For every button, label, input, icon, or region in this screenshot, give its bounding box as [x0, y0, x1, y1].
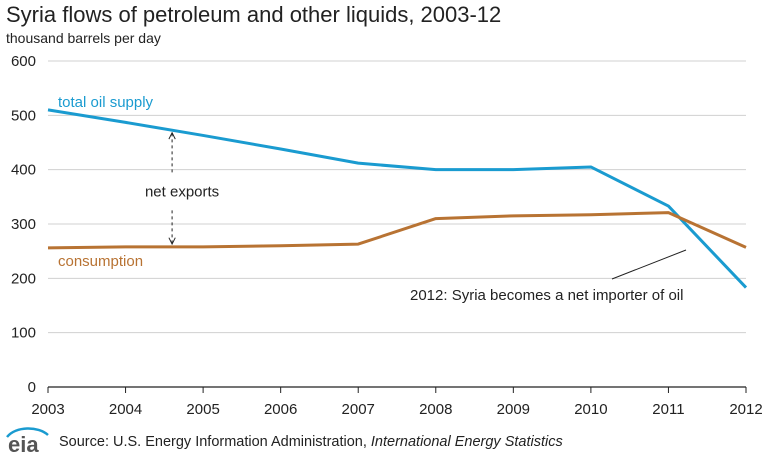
x-tick-label: 2006: [264, 401, 297, 418]
y-tick-label: 200: [11, 270, 36, 287]
y-tick-label: 0: [28, 379, 36, 396]
y-tick-label: 100: [11, 325, 36, 342]
x-tick-label: 2007: [342, 401, 375, 418]
y-tick-label: 600: [11, 53, 36, 70]
net-exports-label: net exports: [145, 183, 219, 200]
source-publication: International Energy Statistics: [370, 434, 563, 450]
y-tick-label: 300: [11, 216, 36, 233]
x-tick-label: 2008: [419, 401, 452, 418]
x-tick-label: 2004: [109, 401, 142, 418]
x-tick-label: 2010: [574, 401, 607, 418]
consumption-line: [47, 211, 747, 250]
x-tick-label: 2009: [497, 401, 530, 418]
chart-canvas: 0 100 200 300 400 500 600 2003 2004 2005 2006 2007 2…: [11, 53, 763, 418]
y-tick-label: 500: [11, 107, 36, 124]
x-tick-label: 2011: [652, 401, 684, 418]
chart-subtitle: thousand barrels per day: [6, 30, 161, 46]
footer: eia Source: U.S. Energy Information Admi…: [0, 425, 767, 457]
source-note: Source: U.S. Energy Information Administ…: [59, 434, 563, 450]
chart-title: Syria flows of petroleum and other liqui…: [6, 2, 502, 27]
eia-logo: eia: [6, 427, 49, 455]
consumption-series-label: consumption: [58, 253, 143, 270]
svg-text:eia: eia: [8, 432, 39, 455]
y-tick-label: 400: [11, 162, 36, 179]
supply-line: [47, 108, 748, 289]
x-tick-label: 2005: [186, 401, 219, 418]
importer-label: 2012: Syria becomes a net importer of oi…: [410, 287, 683, 304]
supply-series-label: total oil supply: [58, 94, 154, 111]
importer-leader-line: [611, 249, 687, 280]
x-tick-label: 2003: [31, 401, 64, 418]
source-prefix: Source: U.S. Energy Information Administ…: [59, 434, 371, 450]
x-tick-label: 2012: [729, 401, 762, 418]
